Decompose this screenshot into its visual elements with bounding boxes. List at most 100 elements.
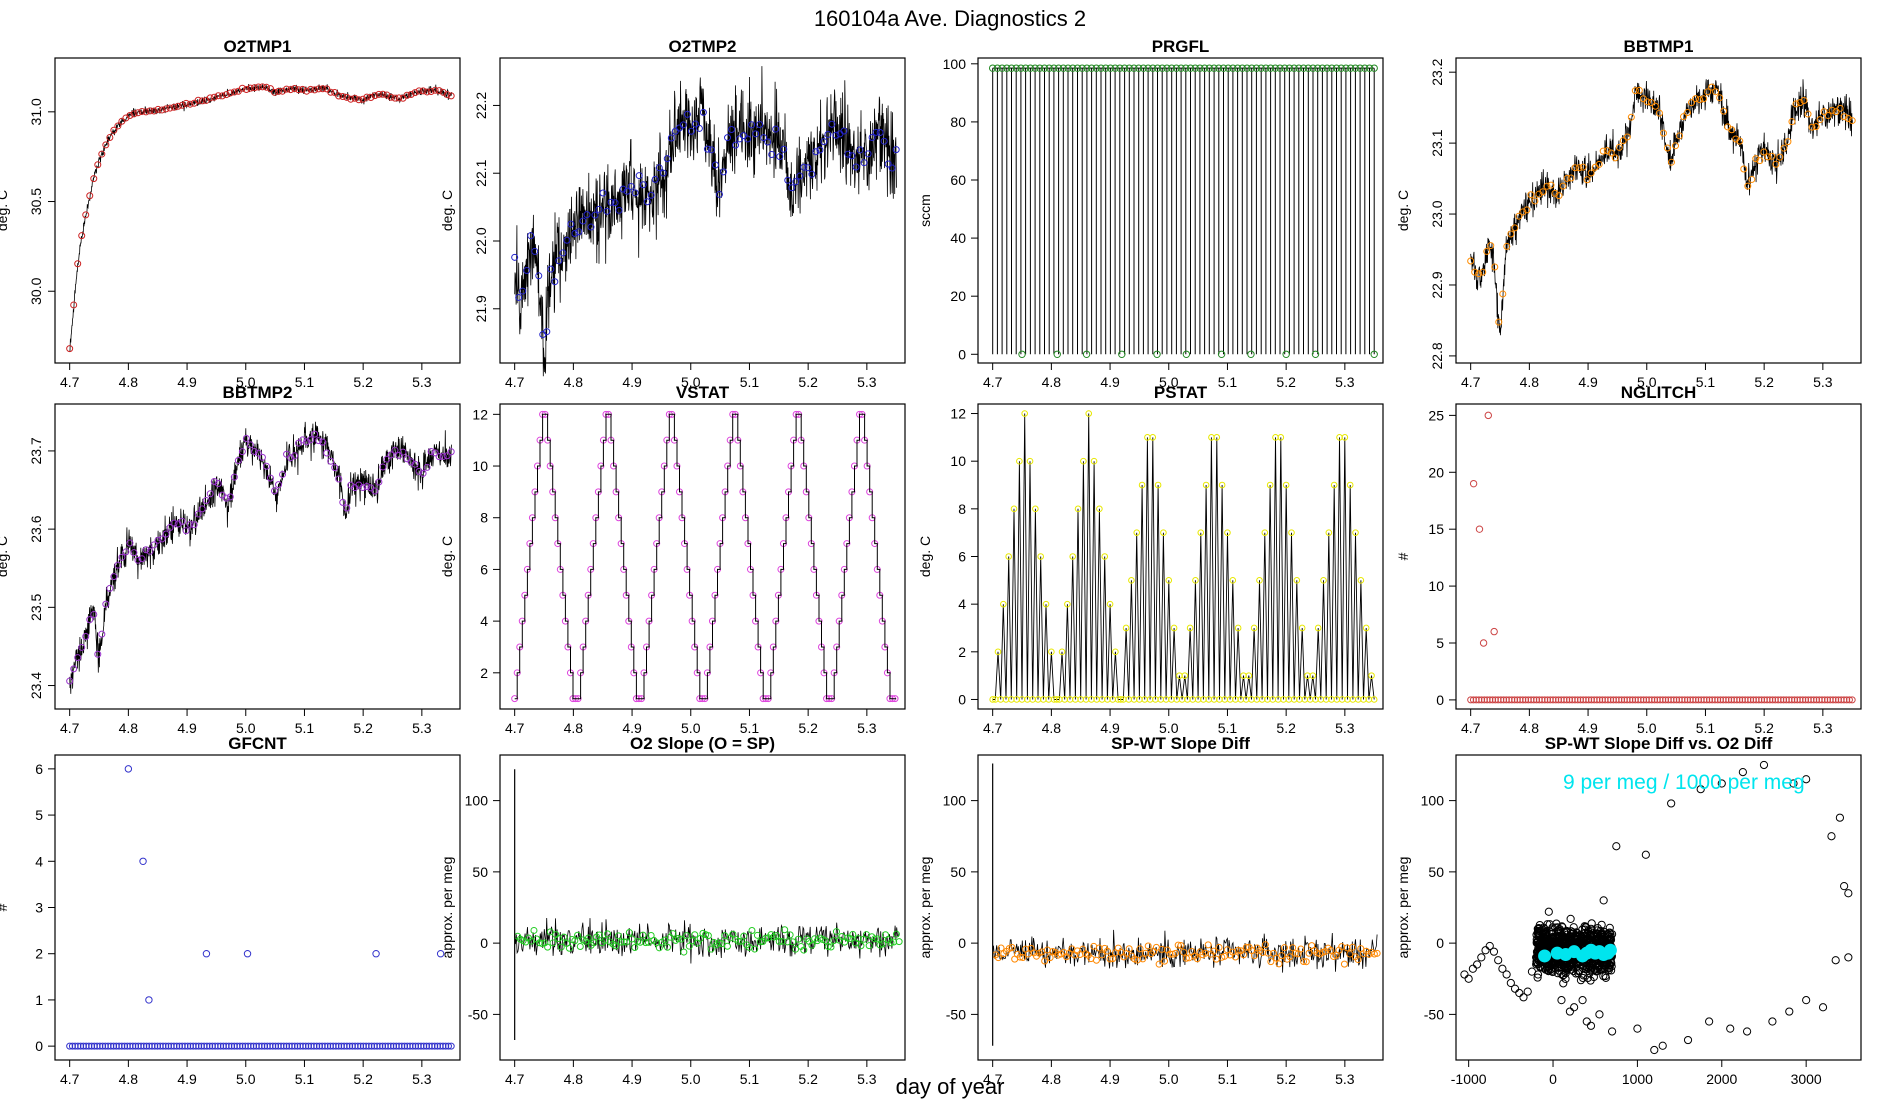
data-point — [1738, 696, 1746, 704]
x-tick-label: 5.3 — [1813, 374, 1833, 390]
data-point-cluster — [1578, 973, 1587, 983]
data-point-low — [1018, 350, 1026, 358]
data-point — [1125, 64, 1133, 72]
data-point — [173, 1042, 181, 1050]
data-point — [182, 527, 190, 535]
y-tick-label: 2 — [35, 946, 43, 962]
data-point — [603, 207, 611, 215]
data-point — [403, 91, 411, 99]
data-line — [514, 66, 897, 377]
data-point — [1547, 181, 1555, 189]
data-point — [1844, 953, 1853, 962]
data-point — [1696, 96, 1704, 104]
y-tick-label: 50 — [472, 864, 488, 880]
data-point — [1073, 64, 1082, 72]
data-point — [269, 1042, 277, 1050]
x-tick-label: 4.7 — [983, 374, 1003, 390]
data-point-cluster — [1533, 936, 1543, 945]
data-point — [1752, 696, 1760, 704]
data-point — [1697, 696, 1705, 704]
data-point — [1215, 943, 1223, 951]
data-line — [992, 929, 1378, 973]
data-point — [1612, 696, 1620, 704]
data-point — [1134, 64, 1143, 72]
series-nglitch — [1467, 411, 1856, 704]
data-point — [1370, 950, 1378, 958]
data-point — [74, 654, 82, 662]
data-point — [1601, 696, 1609, 704]
data-point — [1793, 696, 1801, 704]
data-point — [1635, 86, 1643, 94]
data-point — [1484, 411, 1492, 420]
data-point — [1005, 553, 1012, 560]
data-point — [343, 504, 351, 512]
data-point — [551, 278, 559, 286]
data-point — [1651, 696, 1659, 704]
data-point-cluster — [1560, 935, 1569, 944]
data-point — [780, 145, 788, 153]
data-point — [166, 524, 174, 532]
data-point — [993, 64, 1002, 72]
data-point — [1275, 960, 1283, 968]
data-point — [1692, 696, 1700, 704]
x-tick-label: 4.7 — [60, 720, 80, 736]
data-point — [994, 954, 1002, 962]
data-point — [1563, 174, 1571, 182]
data-point — [1325, 529, 1333, 536]
data-point — [752, 130, 760, 138]
data-point — [1681, 696, 1689, 704]
data-point — [720, 168, 728, 176]
data-point — [1491, 263, 1499, 271]
panel-gfcnt: GFCNT #4.7 4.8 4.9 5.0 5.1 5.2 5.3 0 1 2 3 4 5 6 — [0, 734, 461, 1087]
data-point — [346, 1042, 354, 1050]
data-point — [186, 1042, 194, 1050]
data-point — [1579, 163, 1587, 171]
data-point — [848, 152, 856, 160]
data-point — [868, 133, 876, 141]
data-point-low — [1370, 350, 1378, 358]
data-point — [816, 146, 824, 154]
data-point — [1587, 169, 1595, 177]
data-point — [1477, 953, 1486, 962]
data-point — [1475, 525, 1484, 533]
data-point — [266, 1042, 274, 1050]
data-point — [860, 159, 868, 167]
x-tick-label: 4.8 — [1520, 720, 1540, 736]
data-point — [1651, 102, 1659, 110]
series-prgfl — [988, 64, 1378, 358]
data-point-cluster — [1535, 920, 1544, 930]
data-point — [715, 190, 723, 198]
data-point — [808, 170, 816, 178]
data-point — [659, 169, 667, 177]
data-point — [994, 648, 1002, 656]
data-point — [879, 940, 887, 948]
data-point — [1224, 529, 1231, 536]
data-point — [1662, 696, 1670, 704]
data-point — [535, 272, 543, 280]
data-point — [511, 253, 519, 261]
data-point — [1479, 639, 1488, 647]
data-point — [118, 1042, 126, 1050]
data-point — [822, 937, 830, 945]
data-point — [1475, 696, 1483, 704]
data-point-low — [1282, 350, 1290, 358]
data-point — [287, 86, 295, 94]
data-point — [1356, 64, 1364, 72]
data-point — [339, 93, 347, 101]
data-point — [1604, 696, 1612, 704]
data-point — [1615, 696, 1623, 704]
data-point — [792, 178, 800, 186]
data-point — [359, 483, 367, 491]
data-point — [411, 460, 419, 468]
data-point — [384, 1042, 392, 1050]
data-point — [748, 121, 756, 129]
data-point-cluster — [1535, 938, 1545, 947]
data-point — [756, 938, 764, 946]
data-point — [1128, 577, 1135, 584]
x-tick-label: 4.7 — [983, 1071, 1003, 1087]
data-point — [1196, 64, 1204, 72]
data-point — [1826, 696, 1834, 704]
data-point — [892, 930, 900, 938]
data-point — [1234, 946, 1242, 954]
data-point — [1717, 779, 1726, 788]
